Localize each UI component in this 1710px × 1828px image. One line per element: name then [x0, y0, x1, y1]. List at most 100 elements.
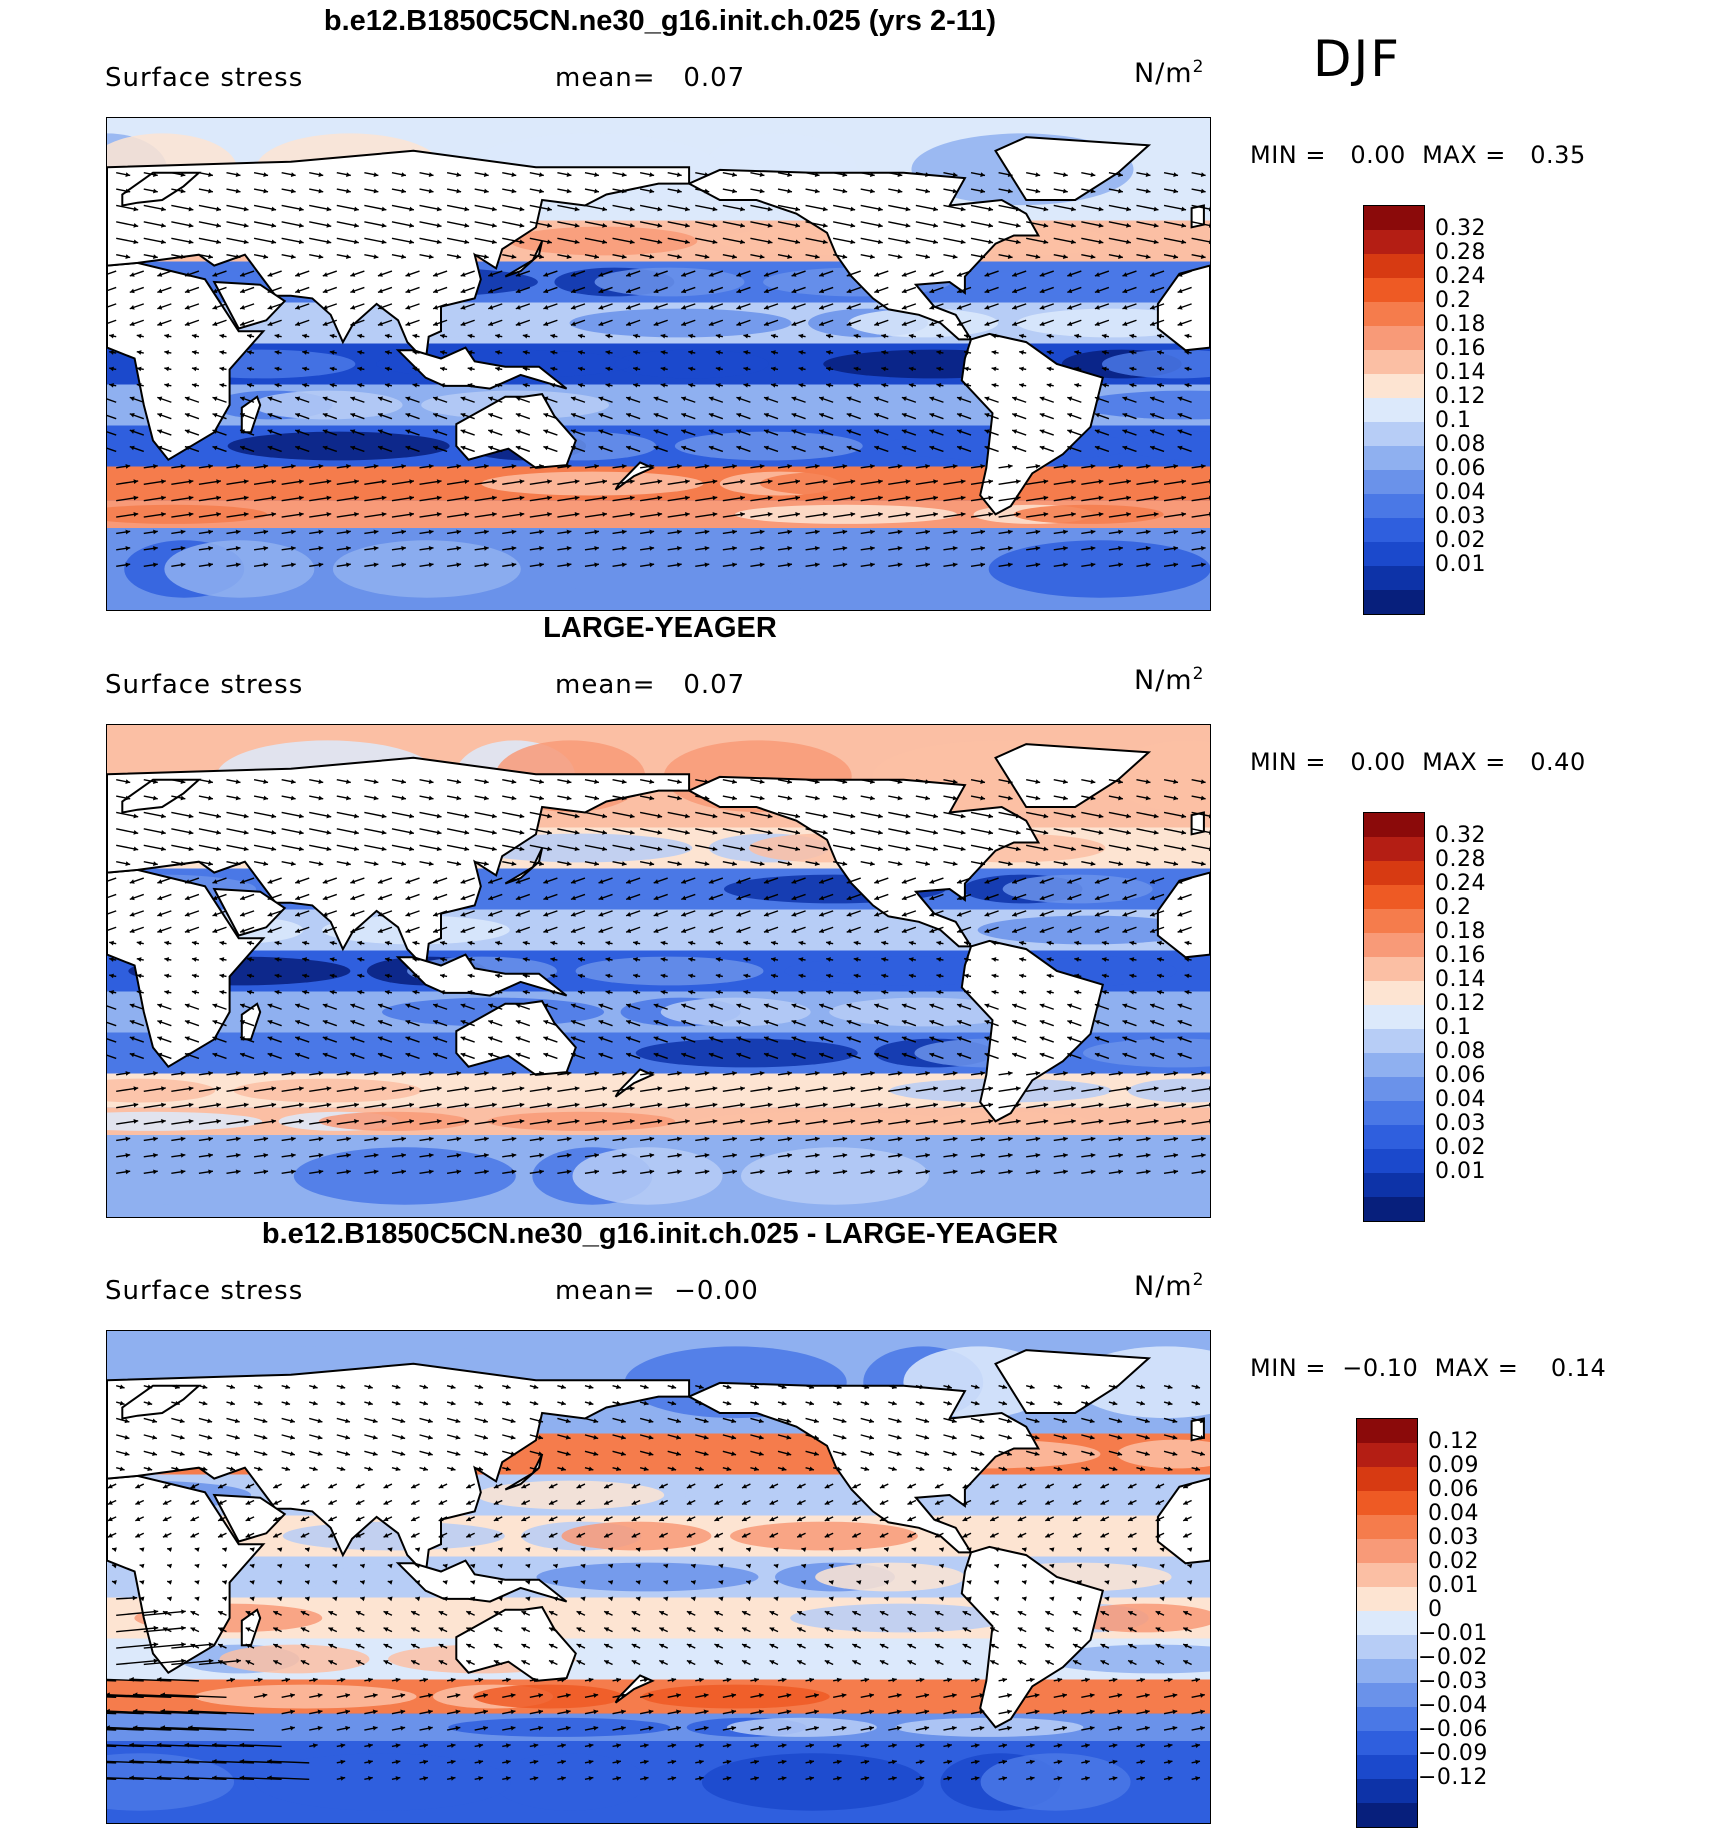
colorbar-tick-label: 0.03 [1435, 1111, 1486, 1136]
colorbar-swatch [1357, 1779, 1417, 1803]
units-label: N/m2 [1134, 1270, 1204, 1302]
colorbar-swatch [1364, 566, 1424, 590]
stress-anomaly-45-1 [670, 1440, 824, 1469]
colorbar-tick-label: 0.01 [1435, 1159, 1486, 1184]
map-plot [106, 724, 1211, 1218]
colorbar-tick-label: 0.2 [1435, 895, 1472, 920]
units-text: N/m [1134, 1271, 1193, 1302]
colorbar-tick-label: 0.12 [1428, 1429, 1479, 1454]
max-label: MAX = [1435, 1354, 1519, 1382]
stress-anomaly--30-3 [636, 1039, 858, 1068]
panel-title: b.e12.B1850C5CN.ne30_g16.init.ch.025 - L… [0, 1218, 1320, 1251]
colorbar-tick-label: 0.18 [1435, 312, 1486, 337]
mean-label: mean= [555, 1276, 656, 1306]
colorbar-swatch [1357, 1707, 1417, 1731]
max-value: 0.40 [1530, 748, 1585, 776]
mean-value: 0.07 [683, 670, 745, 700]
colorbar-swatch [1357, 1563, 1417, 1587]
colorbar-tick-label: 0.06 [1428, 1477, 1479, 1502]
colorbar-swatch [1364, 885, 1424, 909]
colorbar-swatch [1364, 957, 1424, 981]
colorbar-swatch [1364, 981, 1424, 1005]
colorbar-tick-label: 0.03 [1435, 504, 1486, 529]
colorbar-swatch [1357, 1491, 1417, 1515]
colorbar-swatch [1364, 909, 1424, 933]
colorbar-swatch [1357, 1443, 1417, 1467]
stress-anomaly-30-1 [515, 875, 669, 904]
colorbar-swatch [1364, 590, 1424, 614]
mean-value: 0.07 [683, 63, 745, 93]
colorbar-tick-label: 0.2 [1435, 288, 1472, 313]
colorbar-tick-label: 0.28 [1435, 240, 1486, 265]
colorbar-tick-label: 0.06 [1435, 456, 1486, 481]
colorbar-tick-label: 0.02 [1435, 1135, 1486, 1160]
colorbar-swatch [1357, 1419, 1417, 1443]
colorbar [1356, 1418, 1418, 1828]
stress-anomaly--55-2 [487, 1112, 675, 1131]
variable-label: Surface stress [105, 63, 303, 93]
colorbar-tick-label: −0.02 [1418, 1645, 1488, 1670]
colorbar-tick-label: 0.04 [1428, 1501, 1479, 1526]
panel-difference: b.e12.B1850C5CN.ne30_g16.init.ch.025 - L… [0, 1218, 1710, 1824]
max-label: MAX = [1422, 141, 1506, 169]
map-plot [106, 117, 1211, 611]
colorbar-swatch [1357, 1731, 1417, 1755]
mean-readout: mean= −0.00 [555, 1276, 759, 1306]
max-label: MAX = [1422, 748, 1506, 776]
stress-anomaly--30-5 [220, 1645, 370, 1674]
colorbar-swatch [1364, 1125, 1424, 1149]
stress-anomaly--15-4 [630, 391, 886, 420]
stress-anomaly--55-1 [240, 1718, 394, 1737]
colorbar-tick-label: 0.14 [1435, 360, 1486, 385]
stress-anomaly--45-3 [195, 1685, 417, 1709]
colorbar-swatch [1364, 1101, 1424, 1125]
colorbar-tick-label: 0.28 [1435, 847, 1486, 872]
colorbar-tick-label: 0.06 [1435, 1063, 1486, 1088]
colorbar-swatch [1357, 1611, 1417, 1635]
stress-anomaly-15-2 [730, 1522, 918, 1551]
units-exponent: 2 [1193, 57, 1205, 77]
stress-anomaly--55-3 [448, 1718, 670, 1737]
colorbar-tick-label: 0.04 [1435, 1087, 1486, 1112]
colorbar-swatch [1364, 861, 1424, 885]
colorbar-swatch [1364, 230, 1424, 254]
colorbar-swatch [1357, 1467, 1417, 1491]
stress-anomaly-0-2 [576, 957, 764, 986]
colorbar-tick-label: −0.04 [1418, 1693, 1488, 1718]
units-exponent: 2 [1193, 1270, 1205, 1290]
min-max-readout: MIN = 0.00 MAX = 0.40 [1250, 748, 1586, 776]
colorbar-tick-label: 0.1 [1435, 1015, 1472, 1040]
colorbar-tick-label: 0.24 [1435, 871, 1486, 896]
panel-observation: LARGE-YEAGER Surface stress mean= 0.07 N… [0, 612, 1710, 1218]
colorbar-tick-label: 0.01 [1435, 552, 1486, 577]
colorbar-tick-label: 0.12 [1435, 991, 1486, 1016]
colorbar-tick-label: 0.18 [1435, 919, 1486, 944]
min-value: 0.00 [1350, 748, 1405, 776]
colorbar-swatch [1364, 1053, 1424, 1077]
min-max-readout: MIN = −0.10 MAX = 0.14 [1250, 1354, 1606, 1382]
mean-value: −0.00 [674, 1276, 759, 1306]
colorbar-tick-label: −0.03 [1418, 1669, 1488, 1694]
colorbar-swatch [1364, 398, 1424, 422]
stress-anomaly--30-1 [835, 1645, 989, 1674]
colorbar-swatch [1364, 837, 1424, 861]
colorbar-swatch [1364, 1005, 1424, 1029]
colorbar-swatch [1364, 1149, 1424, 1173]
colorbar-swatch [1357, 1803, 1417, 1827]
colorbar-tick-label: 0 [1428, 1597, 1443, 1622]
colorbar-swatch [1364, 1029, 1424, 1053]
colorbar-swatch [1364, 542, 1424, 566]
colorbar-swatch [1357, 1515, 1417, 1539]
colorbar-tick-label: 0.1 [1435, 408, 1472, 433]
mean-readout: mean= 0.07 [555, 670, 745, 700]
colorbar-swatch [1364, 494, 1424, 518]
colorbar-tick-label: 0.16 [1435, 943, 1486, 968]
stress-anomaly--45-1 [273, 472, 427, 496]
mean-label: mean= [555, 670, 656, 700]
units-label: N/m2 [1134, 57, 1204, 89]
map-svg [107, 118, 1210, 610]
min-label: MIN = [1250, 141, 1326, 169]
colorbar-tick-label: 0.08 [1435, 1039, 1486, 1064]
colorbar-tick-label: 0.14 [1435, 967, 1486, 992]
colorbar-swatch [1357, 1635, 1417, 1659]
